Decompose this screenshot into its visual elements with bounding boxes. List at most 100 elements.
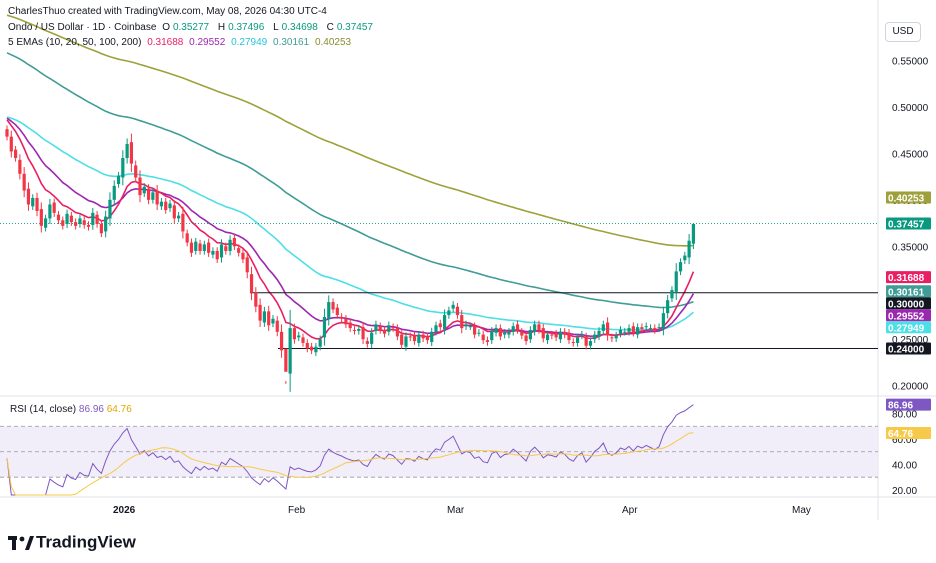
candle-body — [593, 334, 597, 340]
rsi-tick-label: 60.00 — [892, 435, 917, 446]
candle-body — [314, 346, 318, 353]
candle-body — [490, 330, 494, 341]
brand-text: TradingView — [36, 532, 136, 552]
candle-body — [683, 255, 687, 261]
candle-body — [541, 328, 545, 339]
candle-body — [361, 327, 365, 340]
time-tick-label: Mar — [447, 505, 465, 516]
candle-body — [678, 262, 683, 272]
candle-body — [22, 173, 26, 191]
candle-body — [146, 188, 151, 200]
candle-body — [288, 328, 292, 374]
candle-body — [237, 248, 241, 253]
candle-body — [104, 216, 108, 232]
rsi-badge — [886, 426, 931, 439]
price-badge-text: 0.29552 — [888, 311, 925, 322]
rsi-line — [6, 404, 694, 496]
price-badge — [886, 321, 931, 334]
rsi-badge — [886, 398, 931, 411]
candle-body — [138, 177, 142, 196]
candle-body — [91, 212, 95, 225]
candle-body — [121, 158, 125, 178]
candle-body — [232, 237, 236, 247]
close-value: 0.37457 — [336, 22, 373, 33]
candle-body — [442, 315, 447, 330]
ema-legend[interactable]: 5 EMAs (10, 20, 50, 100, 200) 0.31688 0.… — [8, 37, 354, 48]
candle-body — [18, 159, 22, 174]
price-badge — [886, 191, 931, 204]
candle-body — [202, 244, 206, 251]
candle-body — [241, 252, 245, 260]
price-badge — [886, 297, 931, 310]
candle-body — [271, 318, 275, 324]
candle-body — [26, 188, 31, 205]
candle-body — [151, 192, 155, 200]
candle-body — [352, 329, 357, 331]
candle-body — [142, 186, 146, 194]
ema-label: 5 EMAs (10, 20, 50, 100, 200) — [8, 37, 142, 48]
low-value: 0.34698 — [281, 22, 318, 33]
candle-body — [207, 242, 211, 253]
candle-body — [78, 218, 82, 224]
candle-body — [558, 331, 563, 340]
rsi-tick-label: 40.00 — [892, 460, 917, 471]
candle-body — [370, 332, 374, 344]
candle-body — [498, 328, 502, 337]
candle-body — [82, 220, 86, 225]
candle-body — [687, 240, 691, 258]
candle-body — [86, 224, 91, 227]
candle-body — [640, 327, 644, 330]
candle-body — [159, 201, 164, 207]
candle-body — [408, 336, 412, 338]
candle-body — [430, 331, 434, 343]
price-badge — [886, 309, 931, 322]
candle-body — [134, 165, 138, 178]
candle-body — [425, 336, 430, 341]
time-tick-label: 2026 — [113, 505, 136, 516]
candle-body — [382, 329, 387, 334]
candle-body — [108, 199, 112, 219]
candle-body — [661, 313, 665, 330]
candle-body — [597, 330, 601, 337]
candle-body — [468, 326, 472, 328]
candle-body — [249, 274, 254, 293]
ema100-line — [6, 52, 694, 309]
candle-body — [262, 311, 266, 323]
candle-body — [189, 242, 194, 253]
price-badge-text: 0.40253 — [888, 193, 925, 204]
candle-body — [194, 241, 198, 251]
candle-body — [631, 326, 635, 333]
candle-body — [670, 289, 674, 299]
candle-body — [228, 239, 232, 251]
candle-body — [65, 213, 69, 224]
candle-body — [378, 326, 382, 330]
candle-body — [400, 334, 404, 345]
candle-body — [305, 342, 309, 349]
candle-body — [391, 327, 395, 329]
symbol-name[interactable]: Ondo / US Dollar · 1D · Coinbase — [8, 22, 157, 33]
candle-body — [606, 322, 610, 336]
price-tick-label: 0.45000 — [892, 149, 929, 160]
candle-body — [434, 325, 438, 332]
candle-body — [494, 328, 498, 333]
candle-body — [571, 342, 575, 344]
candle-body — [69, 215, 73, 223]
tradingview-brand[interactable]: TradingView — [8, 532, 136, 553]
rsi-ma-line — [6, 432, 694, 496]
candle-body — [666, 300, 670, 314]
time-tick-label: Feb — [288, 505, 306, 516]
candle-body — [31, 197, 35, 207]
candle-body — [116, 175, 121, 185]
ema100-value: 0.30161 — [273, 37, 310, 48]
price-badge-text: 0.30000 — [888, 299, 925, 310]
currency-button[interactable]: USD — [885, 22, 921, 42]
candle-body — [284, 348, 288, 372]
candle-body — [601, 324, 605, 331]
candle-body — [674, 271, 678, 292]
candle-body — [215, 250, 219, 260]
rsi-legend[interactable]: RSI (14, close) 86.96 64.76 — [10, 404, 132, 415]
candle-body — [112, 185, 116, 200]
candle-body — [35, 197, 39, 211]
rsi-band — [0, 426, 878, 478]
